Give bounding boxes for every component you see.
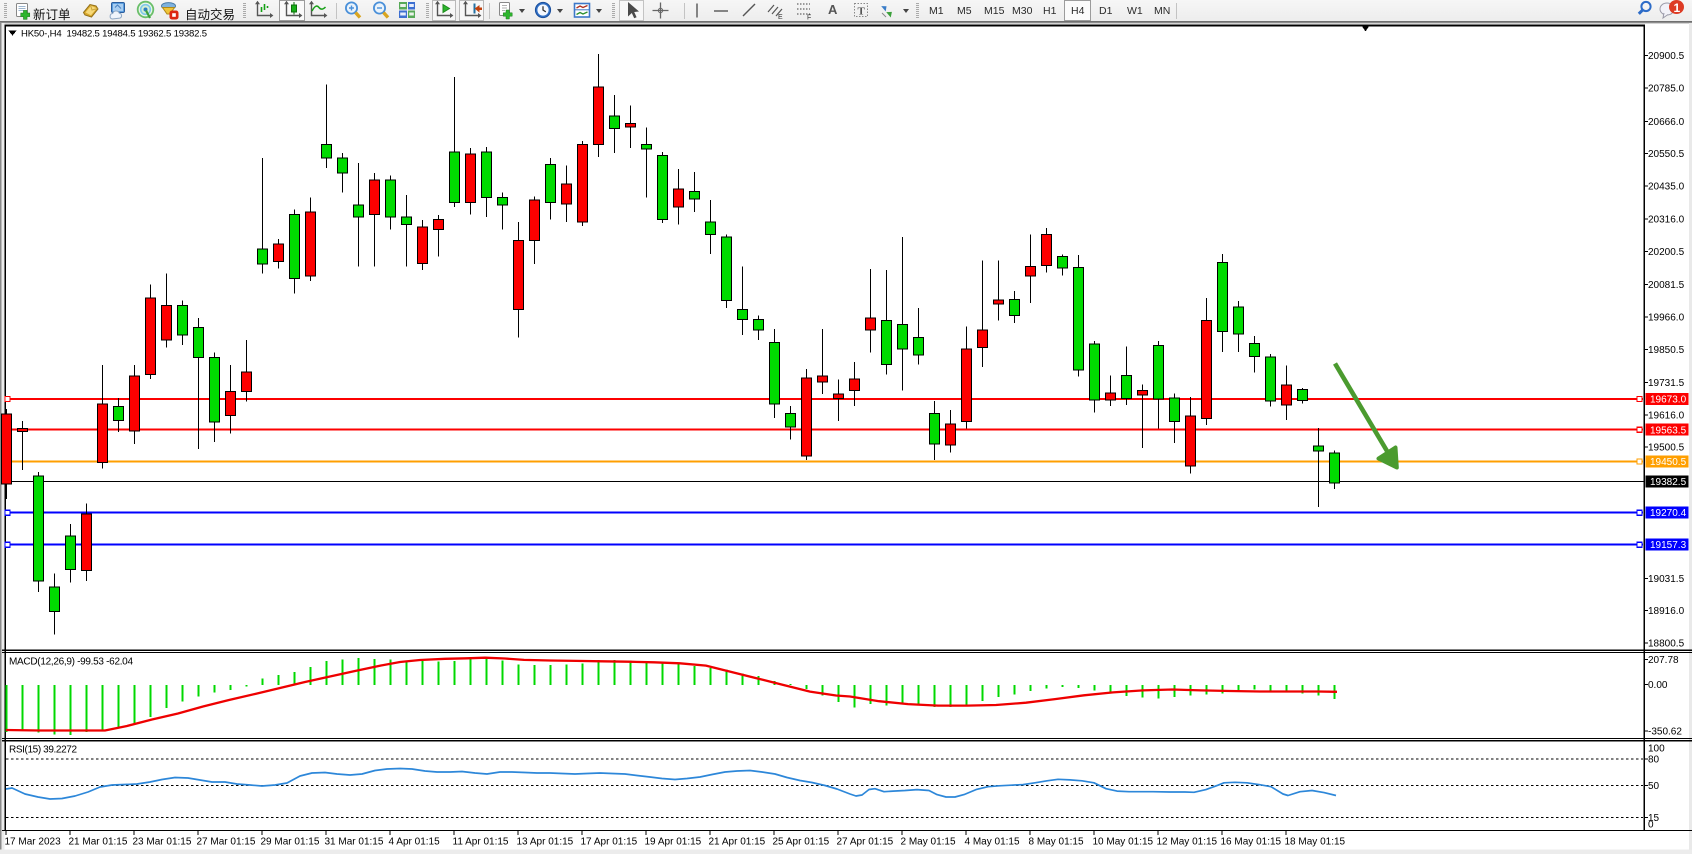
svg-text:100: 100	[1648, 744, 1665, 755]
svg-text:15: 15	[1648, 813, 1660, 824]
svg-text:4 May 01:15: 4 May 01:15	[965, 837, 1020, 848]
svg-text:19850.5: 19850.5	[1648, 345, 1685, 356]
svg-text:27 Mar 01:15: 27 Mar 01:15	[197, 837, 256, 848]
svg-text:12 May 01:15: 12 May 01:15	[1157, 837, 1218, 848]
svg-text:F: F	[807, 15, 811, 22]
svg-text:19673.0: 19673.0	[1650, 395, 1687, 406]
svg-text:19563.5: 19563.5	[1650, 425, 1687, 436]
svg-text:19731.5: 19731.5	[1648, 378, 1685, 389]
svg-text:20666.0: 20666.0	[1648, 117, 1685, 128]
svg-text:20550.5: 20550.5	[1648, 149, 1685, 160]
svg-text:19500.5: 19500.5	[1648, 443, 1685, 454]
svg-text:2 May 01:15: 2 May 01:15	[901, 837, 956, 848]
svg-text:19270.4: 19270.4	[1650, 508, 1687, 519]
svg-text:10 May 01:15: 10 May 01:15	[1093, 837, 1154, 848]
svg-text:19031.5: 19031.5	[1648, 574, 1685, 585]
svg-text:8 May 01:15: 8 May 01:15	[1029, 837, 1084, 848]
svg-text:27 Apr 01:15: 27 Apr 01:15	[837, 837, 894, 848]
svg-text:E: E	[778, 14, 783, 21]
svg-text:19450.5: 19450.5	[1650, 457, 1687, 468]
svg-text:19 Apr 01:15: 19 Apr 01:15	[645, 837, 702, 848]
svg-text:-350.62: -350.62	[1648, 727, 1682, 738]
svg-text:MACD(12,26,9) -99.53 -62.04: MACD(12,26,9) -99.53 -62.04	[9, 657, 133, 668]
svg-text:50: 50	[1648, 781, 1660, 792]
svg-text:20435.0: 20435.0	[1648, 181, 1685, 192]
svg-text:20200.5: 20200.5	[1648, 247, 1685, 258]
svg-text:21 Apr 01:15: 21 Apr 01:15	[709, 837, 766, 848]
svg-text:20081.5: 20081.5	[1648, 280, 1685, 291]
svg-text:19157.3: 19157.3	[1650, 540, 1687, 551]
svg-text:18 May 01:15: 18 May 01:15	[1285, 837, 1346, 848]
svg-text:0.00: 0.00	[1648, 680, 1668, 691]
svg-text:4 Apr 01:15: 4 Apr 01:15	[389, 837, 441, 848]
svg-text:HK50-,H4 19482.5 19484.5 1936: HK50-,H4 19482.5 19484.5 19362.5 19382.5	[21, 29, 207, 40]
svg-text:25 Apr 01:15: 25 Apr 01:15	[773, 837, 830, 848]
svg-text:RSI(15) 39.2272: RSI(15) 39.2272	[9, 745, 77, 756]
svg-text:19966.0: 19966.0	[1648, 313, 1685, 324]
svg-text:19382.5: 19382.5	[1650, 477, 1687, 488]
svg-text:17 Apr 01:15: 17 Apr 01:15	[581, 837, 638, 848]
svg-text:23 Mar 01:15: 23 Mar 01:15	[133, 837, 192, 848]
svg-text:0: 0	[1648, 820, 1654, 831]
svg-text:207.78: 207.78	[1648, 655, 1679, 666]
svg-text:20785.0: 20785.0	[1648, 84, 1685, 95]
svg-text:18800.5: 18800.5	[1648, 638, 1685, 649]
svg-text:31 Mar 01:15: 31 Mar 01:15	[325, 837, 384, 848]
svg-text:T: T	[858, 6, 866, 18]
svg-text:13 Apr 01:15: 13 Apr 01:15	[517, 837, 574, 848]
svg-text:19616.0: 19616.0	[1648, 410, 1685, 421]
svg-text:20900.5: 20900.5	[1648, 51, 1685, 62]
svg-text:80: 80	[1648, 754, 1660, 765]
svg-text:17 Mar 2023: 17 Mar 2023	[5, 837, 62, 848]
svg-text:20316.0: 20316.0	[1648, 215, 1685, 226]
svg-text:16 May 01:15: 16 May 01:15	[1221, 837, 1282, 848]
svg-text:11 Apr 01:15: 11 Apr 01:15	[453, 837, 509, 848]
svg-text:21 Mar 01:15: 21 Mar 01:15	[69, 837, 128, 848]
svg-text:29 Mar 01:15: 29 Mar 01:15	[261, 837, 320, 848]
svg-text:18916.0: 18916.0	[1648, 606, 1685, 617]
